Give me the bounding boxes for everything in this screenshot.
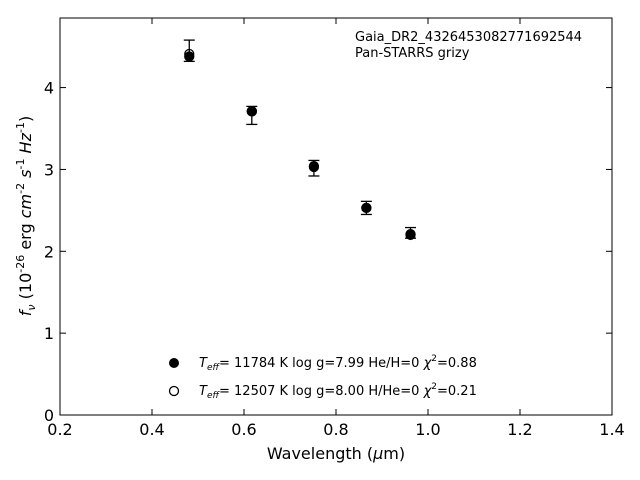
legend: Teff= 11784 K log g=7.99 He/H=0 χ2=0.88 … bbox=[168, 354, 477, 401]
model-point-open bbox=[184, 48, 195, 60]
y-axis-title: fν​ (10-26​ erg cm-2​ s-1​ Hz-1​) bbox=[14, 116, 38, 316]
ticks bbox=[59, 18, 613, 416]
legend-entry-open: Teff= 12507 K log g=8.00 H/He=0 χ2=0.21 bbox=[199, 382, 477, 401]
x-tick-label: 0.8 bbox=[323, 420, 348, 439]
x-tick-label: 1.2 bbox=[507, 420, 532, 439]
x-tick-label: 0.2 bbox=[47, 420, 72, 439]
x-tick-label: 1.0 bbox=[415, 420, 440, 439]
legend-marker-open bbox=[168, 385, 180, 397]
y-tick-label: 0 bbox=[44, 406, 54, 425]
x-axis-title: Wavelength (μm) bbox=[267, 444, 405, 463]
x-tick-label: 1.4 bbox=[599, 420, 624, 439]
model-point-open bbox=[361, 202, 372, 214]
x-tick-label: 0.4 bbox=[139, 420, 164, 439]
y-tick-label: 3 bbox=[44, 160, 54, 179]
y-tick-label: 4 bbox=[44, 79, 54, 98]
model-point-open bbox=[405, 228, 416, 240]
model-point-open bbox=[308, 161, 320, 173]
legend-entry-filled: Teff= 11784 K log g=7.99 He/H=0 χ2=0.88 bbox=[199, 354, 477, 373]
y-tick-label: 1 bbox=[44, 324, 54, 343]
markers bbox=[184, 48, 416, 241]
object-id-label: Gaia_DR2_4326453082771692544 bbox=[355, 30, 582, 45]
x-tick-label: 0.6 bbox=[231, 420, 256, 439]
model-point-open bbox=[246, 106, 257, 117]
legend-marker-filled bbox=[169, 358, 179, 368]
survey-label: Pan-STARRS grizy bbox=[355, 46, 470, 61]
y-tick-label: 2 bbox=[44, 242, 54, 261]
x-tick-labels: 0.2 0.4 0.6 0.8 1.0 1.2 1.4 bbox=[47, 420, 624, 439]
y-tick-labels: 0 1 2 3 4 bbox=[44, 79, 54, 425]
error-bars bbox=[183, 39, 417, 239]
